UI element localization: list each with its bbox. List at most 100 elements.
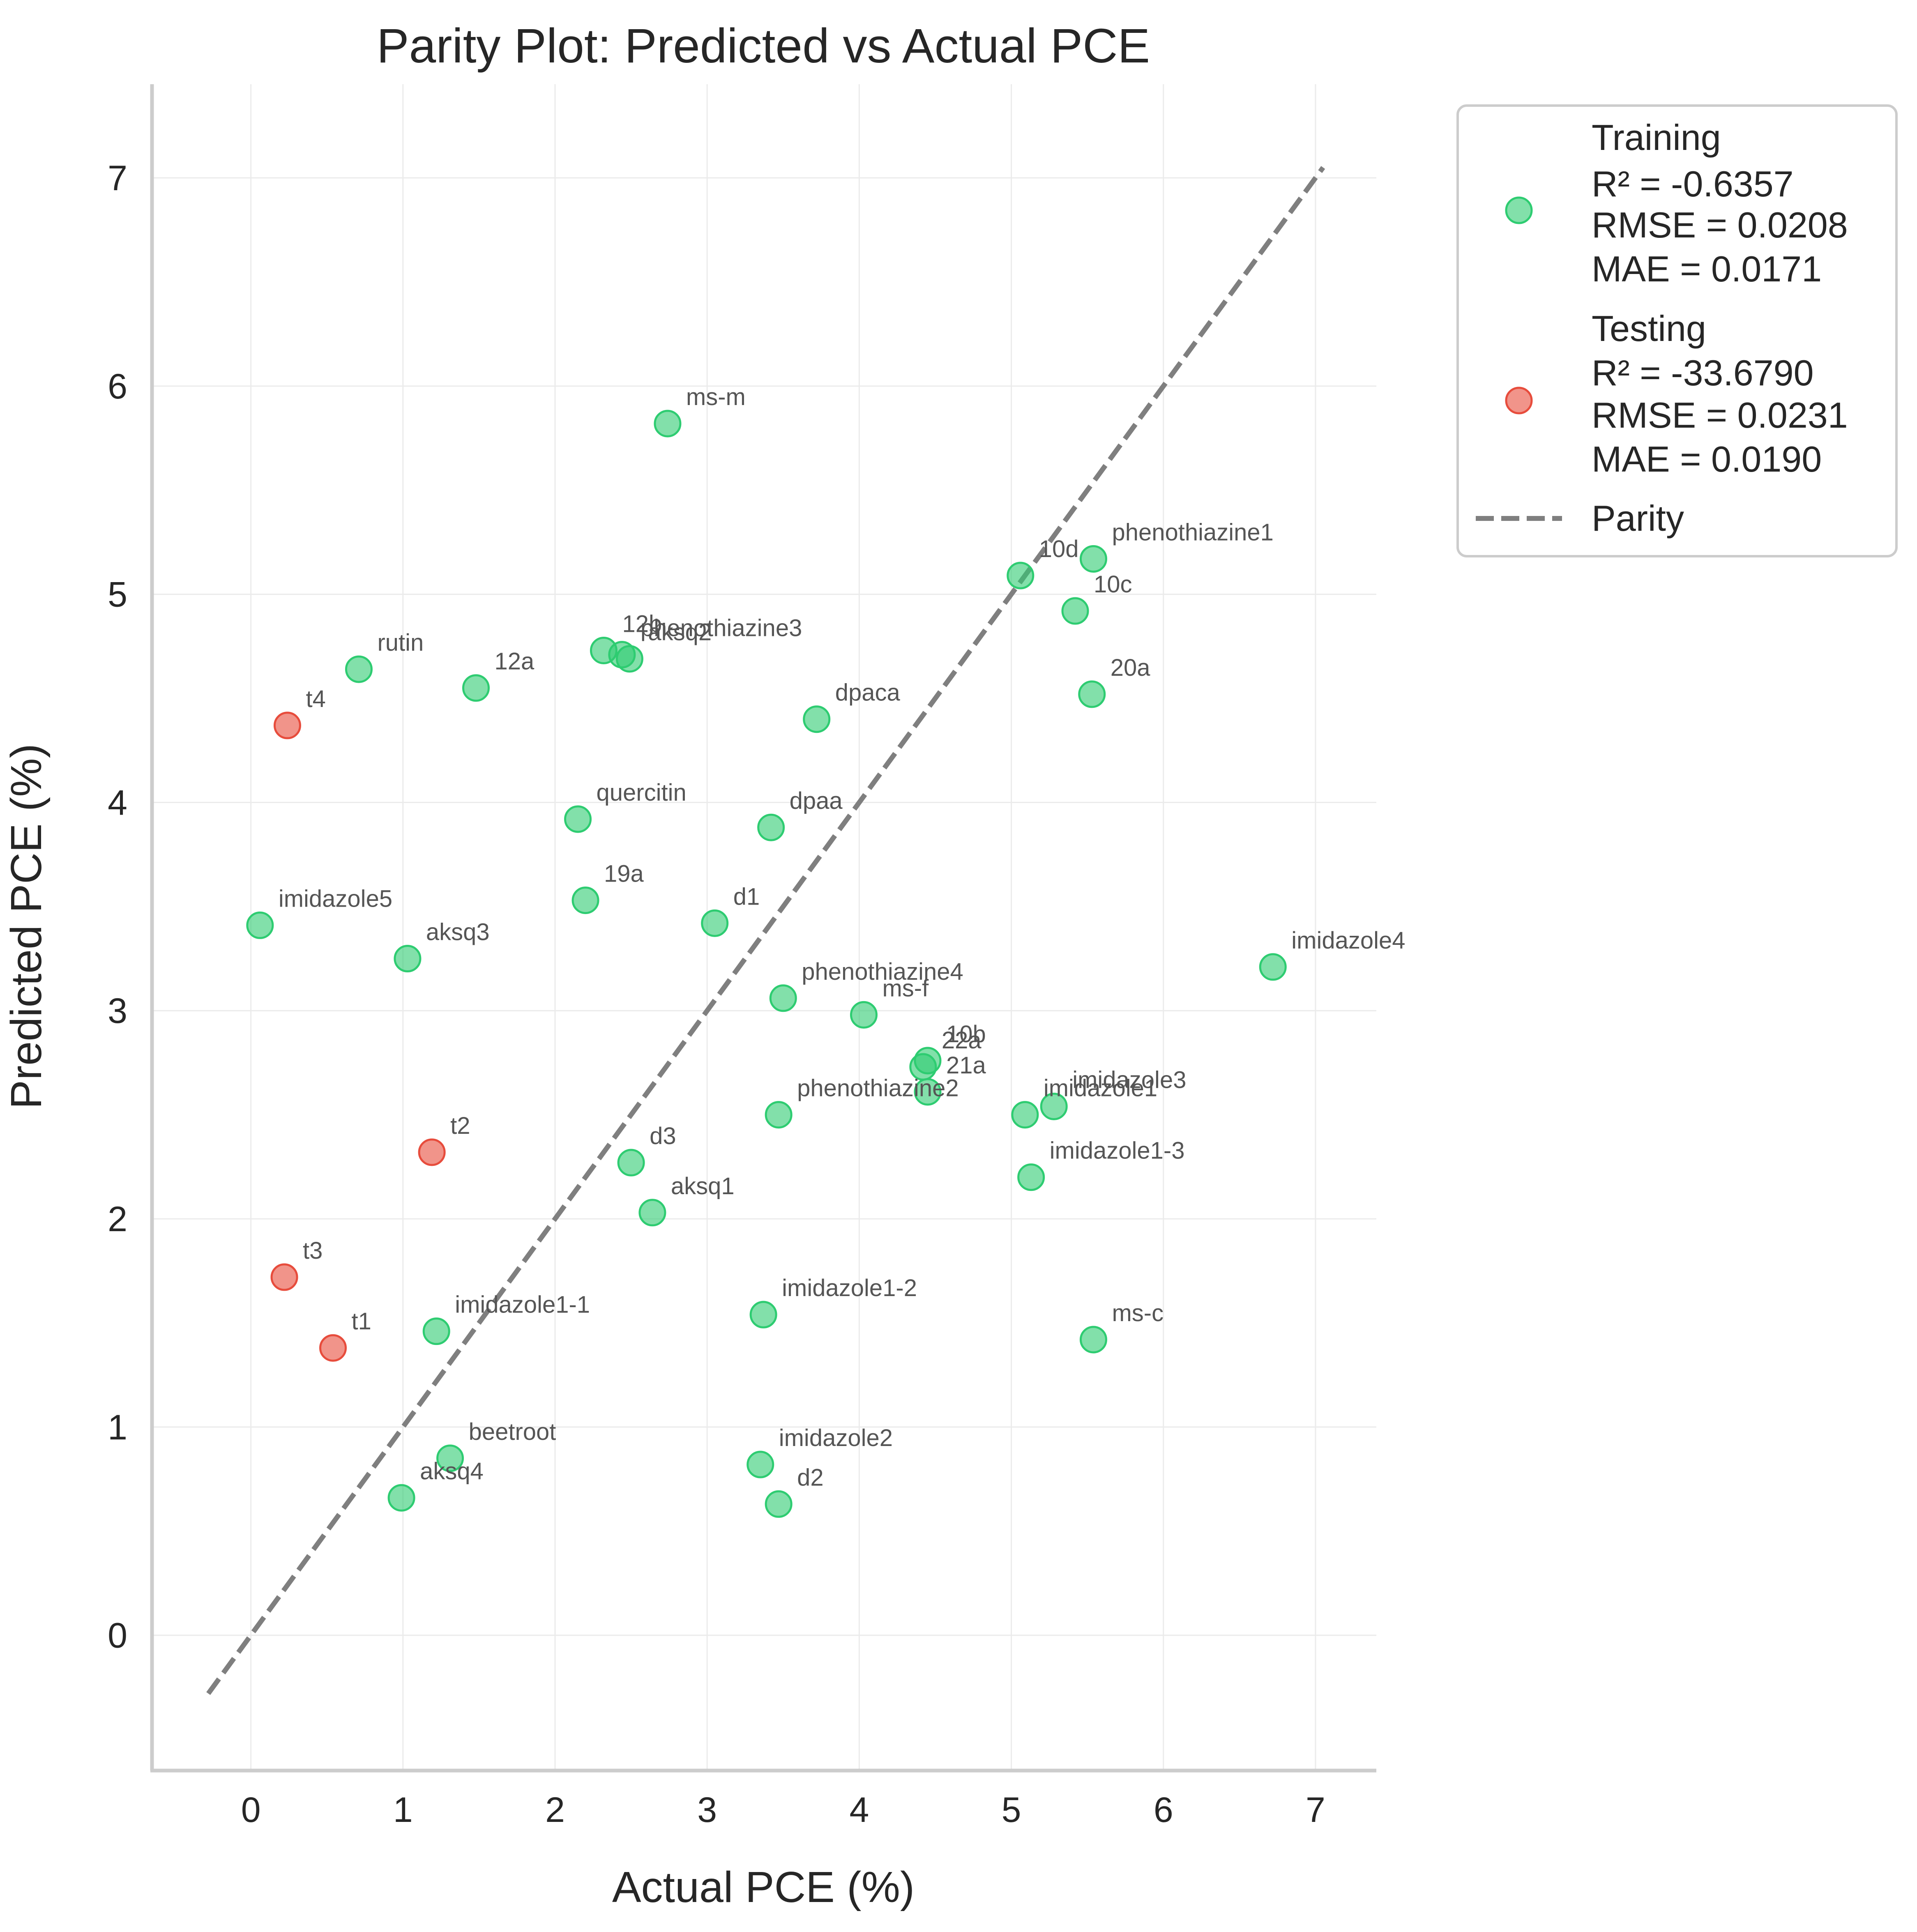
- training-point: [564, 805, 592, 833]
- training-point-label: 22a: [942, 1027, 982, 1054]
- training-point: [638, 1199, 666, 1227]
- y-tick-label: 2: [108, 1200, 127, 1239]
- y-axis-label: Predicted PCE (%): [2, 744, 51, 1109]
- point-labels: ms-mphenothiazine110d10c20arutin12a12bph…: [279, 384, 1405, 1491]
- training-point-label: 10b: [946, 1021, 986, 1048]
- training-point-label: 12a: [494, 648, 535, 675]
- axes: [150, 84, 1376, 1773]
- legend-parity-name: Parity: [1592, 498, 1684, 539]
- training-point-label: phenothiazine1: [1112, 519, 1273, 546]
- training-point-label: imidazole5: [279, 885, 392, 912]
- training-point: [1017, 1163, 1045, 1191]
- legend-training-mae: MAE = 0.0171: [1592, 249, 1822, 289]
- x-tick-label: 2: [545, 1790, 565, 1830]
- legend-training-name: Training: [1592, 117, 1721, 158]
- training-point-label: aksq2: [648, 619, 712, 646]
- training-point: [1079, 1326, 1107, 1354]
- training-point-label: 21a: [946, 1052, 986, 1079]
- y-tick-label: 0: [108, 1616, 127, 1656]
- training-point: [436, 1444, 464, 1472]
- training-point: [617, 1149, 645, 1177]
- training-point-label: aksq1: [671, 1173, 735, 1200]
- x-axis-label: Actual PCE (%): [612, 1863, 915, 1911]
- legend-testing-mae: MAE = 0.0190: [1592, 439, 1822, 479]
- training-point-label: ms-f: [882, 975, 929, 1002]
- training-point: [394, 945, 422, 973]
- training-point-label: imidazole1-3: [1050, 1138, 1185, 1164]
- training-point-label: d1: [733, 883, 760, 910]
- training-point-label: beetroot: [469, 1418, 556, 1445]
- training-point: [1078, 680, 1106, 708]
- training-point: [1259, 953, 1287, 981]
- y-tick-label: 4: [108, 783, 127, 822]
- legend-training-marker: [1505, 196, 1533, 224]
- x-tick-label: 6: [1154, 1790, 1173, 1830]
- training-point: [1061, 597, 1089, 625]
- tick-labels: 0 1 2 3 4 5 6 7 0 1 2 3 4 5 6 7: [108, 159, 1325, 1830]
- training-point-label: 20a: [1111, 654, 1151, 681]
- training-point-label: ms-m: [686, 384, 746, 410]
- training-point-label: phenothiazine2: [797, 1075, 958, 1102]
- training-point-label: dpaca: [835, 679, 901, 706]
- training-point-label: imidazole2: [779, 1425, 893, 1451]
- training-point-label: imidazole1-2: [782, 1275, 917, 1301]
- training-point: [914, 1078, 942, 1106]
- y-tick-label: 1: [108, 1408, 127, 1447]
- legend-training-rmse: RMSE = 0.0208: [1592, 205, 1848, 245]
- testing-point: [418, 1138, 446, 1166]
- x-tick-label: 3: [697, 1790, 717, 1830]
- legend-testing-rmse: RMSE = 0.0231: [1592, 395, 1848, 435]
- training-point: [747, 1451, 774, 1478]
- training-point: [422, 1317, 450, 1345]
- training-point-label: phenothiazine3: [641, 615, 802, 642]
- chart-title: Parity Plot: Predicted vs Actual PCE: [377, 19, 1150, 73]
- x-tick-label: 4: [849, 1790, 869, 1830]
- training-point: [1040, 1092, 1068, 1120]
- y-tick-label: 6: [108, 367, 127, 406]
- training-point: [765, 1490, 793, 1518]
- training-point: [246, 911, 274, 939]
- training-point-label: imidazole1-1: [455, 1292, 590, 1318]
- training-point: [345, 655, 373, 683]
- training-point-label: ms-c: [1112, 1300, 1164, 1326]
- testing-point-label: t4: [306, 686, 325, 712]
- training-point: [803, 705, 831, 733]
- training-point: [571, 887, 599, 914]
- parity-line-layer: [206, 166, 1325, 1695]
- x-tick-label: 7: [1306, 1790, 1325, 1830]
- x-tick-label: 1: [393, 1790, 413, 1830]
- testing-point-label: t1: [352, 1308, 371, 1335]
- training-point-label: phenothiazine4: [802, 958, 963, 985]
- legend: Training R² = -0.6357 RMSE = 0.0208 MAE …: [1456, 104, 1898, 557]
- training-point-label: imidazole3: [1072, 1066, 1186, 1093]
- training-point: [765, 1101, 793, 1129]
- legend-frame: [1456, 104, 1898, 557]
- testing-point-label: t3: [303, 1237, 323, 1264]
- training-point-label: d3: [650, 1123, 676, 1149]
- x-tick-label: 5: [1002, 1790, 1021, 1830]
- training-point: [701, 909, 729, 937]
- training-point: [1011, 1101, 1039, 1129]
- training-point: [387, 1484, 415, 1512]
- training-point-label: rutin: [377, 629, 424, 656]
- training-point: [654, 410, 682, 438]
- testing-point: [270, 1263, 298, 1291]
- training-point-label: 19a: [604, 861, 644, 887]
- training-point: [1007, 562, 1035, 590]
- testing-point: [319, 1334, 347, 1362]
- training-point: [615, 645, 643, 673]
- legend-training-r2: R² = -0.6357: [1592, 163, 1794, 204]
- x-tick-label: 0: [241, 1790, 261, 1830]
- grid: [152, 84, 1376, 1771]
- parity-line: [206, 166, 1325, 1695]
- training-point-label: imidazole1: [1044, 1075, 1157, 1102]
- training-point-label: 12b: [622, 610, 662, 637]
- training-point: [749, 1301, 777, 1329]
- training-point-label: dpaa: [790, 788, 843, 814]
- training-point: [462, 674, 490, 702]
- training-point-label: 10d: [1039, 536, 1079, 562]
- training-point-label: aksq3: [426, 919, 490, 946]
- y-tick-label: 5: [108, 575, 127, 615]
- testing-point: [273, 712, 301, 739]
